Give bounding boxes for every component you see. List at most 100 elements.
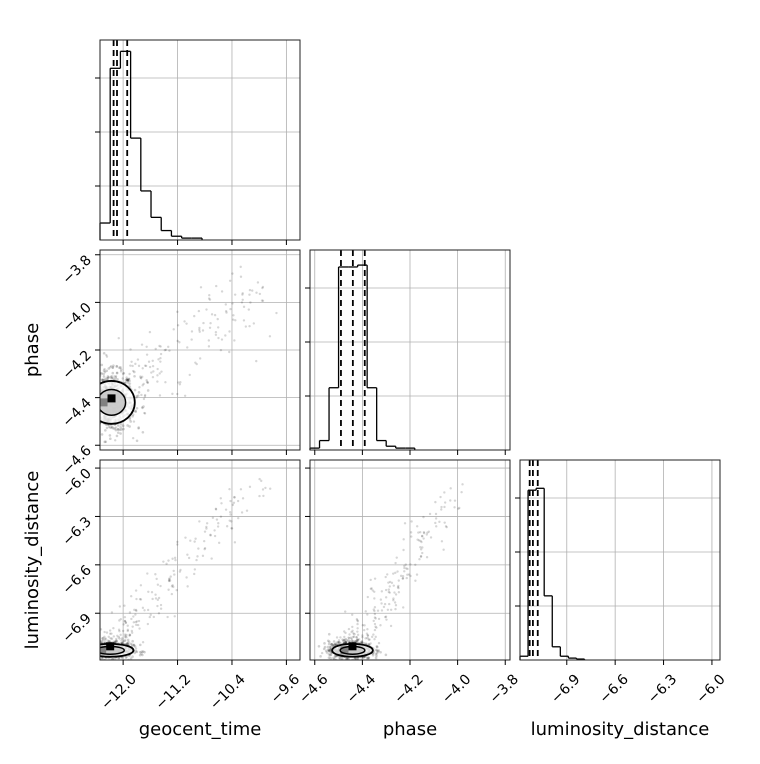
scatter-point xyxy=(120,639,123,642)
scatter-point xyxy=(185,576,188,579)
scatter-point xyxy=(140,393,143,397)
scatter-point xyxy=(94,381,97,384)
scatter-point xyxy=(111,371,115,375)
scatter-point xyxy=(186,585,189,588)
scatter-point xyxy=(367,638,371,641)
scatter-point xyxy=(347,636,350,639)
scatter-point xyxy=(95,420,98,423)
scatter-point xyxy=(157,596,161,600)
scatter-point xyxy=(134,620,137,624)
scatter-point xyxy=(333,655,337,658)
scatter-point xyxy=(121,424,125,427)
scatter-point xyxy=(115,637,118,641)
scatter-point xyxy=(356,619,359,622)
scatter-point xyxy=(337,639,341,642)
scatter-point xyxy=(364,642,368,646)
scatter-point xyxy=(85,647,88,650)
scatter-point xyxy=(114,375,118,378)
scatter-point xyxy=(429,536,433,539)
scatter-point xyxy=(213,313,217,317)
scatter-point xyxy=(140,343,144,346)
scatter-point xyxy=(347,662,350,665)
scatter-point xyxy=(392,584,395,587)
scatter-point xyxy=(373,590,376,594)
scatter-point xyxy=(101,663,104,666)
contour-outer xyxy=(100,380,136,425)
scatter-point xyxy=(344,640,347,644)
scatter-point xyxy=(449,487,452,490)
scatter-point xyxy=(162,560,165,563)
scatter-point xyxy=(228,519,231,522)
scatter-point xyxy=(202,539,206,543)
scatter-point xyxy=(97,645,100,648)
scatter-point xyxy=(87,649,90,652)
scatter-point xyxy=(93,649,96,652)
scatter-point xyxy=(343,630,346,633)
scatter-point xyxy=(393,591,396,594)
scatter-point xyxy=(163,349,167,352)
scatter-point xyxy=(326,648,330,652)
scatter-point xyxy=(173,573,176,576)
scatter-point xyxy=(86,642,89,645)
scatter-point xyxy=(123,639,126,643)
scatter-point xyxy=(220,338,224,341)
scatter-point xyxy=(230,520,233,523)
scatter-point xyxy=(87,648,90,651)
scatter-point xyxy=(94,647,97,650)
scatter-point xyxy=(458,506,461,510)
scatter-point xyxy=(150,590,154,594)
scatter-point xyxy=(114,439,117,442)
scatter-point xyxy=(261,286,264,290)
scatter-point xyxy=(131,414,134,418)
scatter-point xyxy=(419,539,422,543)
scatter-point xyxy=(422,531,426,535)
scatter-point xyxy=(457,507,460,510)
scatter-point xyxy=(354,640,357,643)
scatter-point xyxy=(97,652,100,655)
scatter-point xyxy=(115,639,119,643)
scatter-point xyxy=(109,364,113,368)
scatter-point xyxy=(90,650,93,653)
scatter-point xyxy=(61,648,64,651)
scatter-point xyxy=(81,657,84,660)
scatter-point xyxy=(248,324,251,328)
x-tick-label: −6.3 xyxy=(645,671,680,706)
scatter-point xyxy=(241,298,244,301)
scatter-point xyxy=(138,627,141,630)
scatter-point xyxy=(179,568,182,572)
scatter-point xyxy=(89,657,92,660)
scatter-point xyxy=(141,375,144,379)
scatter-point xyxy=(128,372,131,376)
scatter-point xyxy=(143,609,146,612)
scatter-point xyxy=(334,642,338,645)
scatter-point xyxy=(90,419,93,422)
y-axis-label-phase: phase xyxy=(22,323,43,377)
scatter-point xyxy=(126,379,129,382)
scatter-point xyxy=(384,575,387,579)
scatter-point xyxy=(330,642,334,646)
scatter-point xyxy=(73,397,76,400)
scatter-point xyxy=(205,308,208,311)
x-tick-label: −4.6 xyxy=(296,671,331,706)
scatter-point xyxy=(232,314,235,317)
scatter-point xyxy=(77,649,80,652)
x-tick-label: −3.8 xyxy=(487,671,522,706)
scatter-point xyxy=(248,485,252,489)
contour-inner xyxy=(100,645,125,655)
scatter-point xyxy=(242,319,246,322)
scatter-point xyxy=(419,546,422,549)
scatter-point xyxy=(97,653,100,656)
scatter-point xyxy=(90,395,93,398)
scatter-point xyxy=(197,309,201,313)
scatter-point xyxy=(362,628,366,632)
scatter-point xyxy=(135,620,139,623)
scatter-point xyxy=(110,632,113,635)
scatter-point xyxy=(434,521,437,525)
scatter-points-phase-vs-luminosity-distance xyxy=(317,483,464,665)
scatter-point xyxy=(233,293,237,296)
scatter-point xyxy=(88,653,91,656)
scatter-point xyxy=(171,392,174,396)
scatter-point xyxy=(231,318,235,321)
scatter-point xyxy=(356,638,359,642)
scatter-point xyxy=(156,604,159,608)
